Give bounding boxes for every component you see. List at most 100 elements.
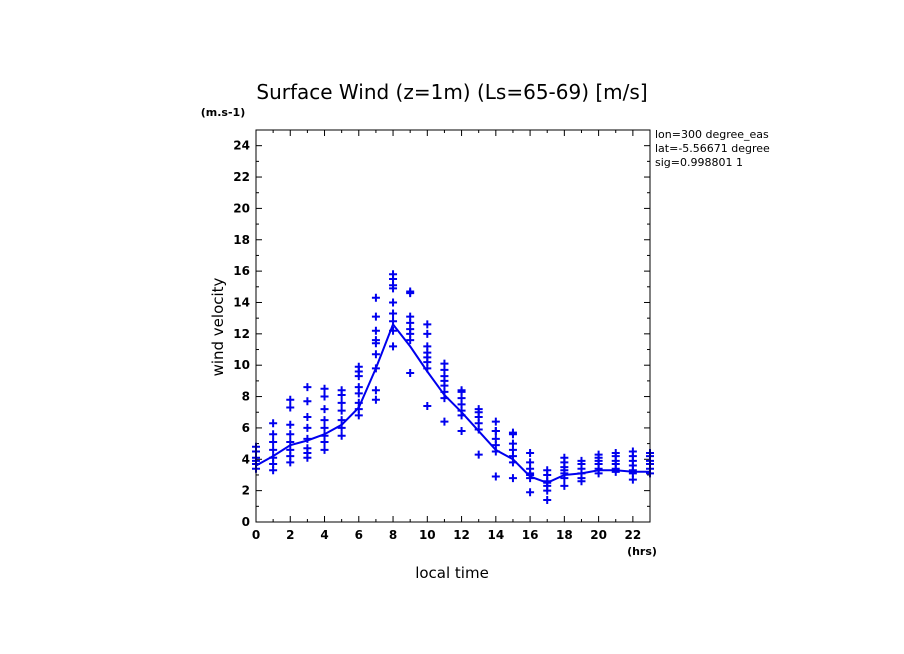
- sample-point: [440, 417, 449, 426]
- sample-point: [320, 392, 329, 401]
- y-tick-label: 24: [233, 139, 250, 153]
- sample-point: [508, 428, 517, 437]
- sample-point: [406, 312, 415, 321]
- sample-point: [286, 420, 295, 429]
- x-tick-label: 12: [453, 528, 470, 542]
- sample-point: [269, 438, 278, 447]
- y-tick-label: 4: [242, 452, 250, 466]
- y-tick-label: 20: [233, 201, 250, 215]
- sample-point: [543, 466, 552, 475]
- sample-point: [354, 398, 363, 407]
- sample-point: [543, 496, 552, 505]
- sample-point: [303, 423, 312, 432]
- sample-point: [286, 430, 295, 439]
- sample-point: [354, 362, 363, 371]
- chart-title: Surface Wind (z=1m) (Ls=65-69) [m/s]: [256, 80, 647, 104]
- sample-point: [526, 449, 535, 458]
- sample-point: [303, 412, 312, 421]
- sample-point: [286, 395, 295, 404]
- x-tick-label: 2: [286, 528, 294, 542]
- sample-point: [269, 430, 278, 439]
- y-tick-label: 2: [242, 484, 250, 498]
- sample-point: [389, 270, 398, 279]
- sample-point: [389, 317, 398, 326]
- y-tick-label: 16: [233, 264, 250, 278]
- sample-point: [371, 336, 380, 345]
- sample-point: [303, 397, 312, 406]
- sample-point: [320, 423, 329, 432]
- sample-point: [457, 427, 466, 436]
- sample-point: [577, 456, 586, 465]
- sample-point: [371, 312, 380, 321]
- sample-point: [560, 481, 569, 490]
- sample-point: [320, 416, 329, 425]
- sample-point: [594, 450, 603, 459]
- sample-point: [457, 386, 466, 395]
- y-tick-label: 22: [233, 170, 250, 184]
- sample-point: [337, 406, 346, 415]
- y-tick-label: 12: [233, 327, 250, 341]
- sample-point: [371, 395, 380, 404]
- y-tick-label: 14: [233, 295, 250, 309]
- sample-point: [371, 293, 380, 302]
- sample-point: [491, 472, 500, 481]
- y-tick-label: 8: [242, 390, 250, 404]
- y-tick-label: 6: [242, 421, 250, 435]
- sample-point: [389, 309, 398, 318]
- annotation-sig: sig=0.998801 1: [655, 156, 743, 169]
- sample-point: [423, 329, 432, 338]
- annotation-lat: lat=-5.56671 degree: [655, 142, 770, 155]
- plot-frame: [255, 129, 651, 523]
- y-tick-label: 0: [242, 515, 250, 529]
- sample-point: [389, 326, 398, 335]
- x-axis-label: local time: [415, 564, 489, 582]
- annotation-lon: lon=300 degree_eas: [655, 128, 769, 141]
- sample-point: [269, 445, 278, 454]
- sample-point: [371, 326, 380, 335]
- sample-point: [320, 384, 329, 393]
- sample-point: [337, 431, 346, 440]
- sample-point: [303, 444, 312, 453]
- y-axis-label: wind velocity: [209, 277, 227, 376]
- sample-point: [611, 449, 620, 458]
- x-tick-label: 18: [556, 528, 573, 542]
- sample-point: [320, 405, 329, 414]
- x-tick-label: 4: [320, 528, 328, 542]
- sample-point: [303, 434, 312, 443]
- sample-point: [286, 445, 295, 454]
- sample-point: [406, 369, 415, 378]
- sample-point: [303, 383, 312, 392]
- y-unit-label: (m.s-1): [201, 106, 245, 119]
- x-tick-label: 20: [590, 528, 607, 542]
- sample-point: [423, 320, 432, 329]
- sample-point: [423, 342, 432, 351]
- x-tick-label: 14: [487, 528, 504, 542]
- sample-point: [526, 488, 535, 497]
- y-tick-label: 10: [233, 358, 250, 372]
- sample-point: [354, 383, 363, 392]
- sample-point: [474, 405, 483, 414]
- sample-point: [389, 298, 398, 307]
- sample-point: [491, 417, 500, 426]
- sample-point: [337, 386, 346, 395]
- sample-point: [406, 287, 415, 296]
- sample-point: [389, 342, 398, 351]
- data-series: [252, 270, 654, 505]
- sample-point: [371, 386, 380, 395]
- sample-point: [337, 416, 346, 425]
- axis-ticks: [255, 129, 651, 523]
- sample-point: [269, 419, 278, 428]
- x-tick-label: 16: [522, 528, 539, 542]
- sample-point: [508, 439, 517, 448]
- x-tick-label: 22: [625, 528, 642, 542]
- sample-point: [269, 453, 278, 462]
- sample-point: [560, 453, 569, 462]
- y-tick-label: 18: [233, 233, 250, 247]
- sample-point: [286, 403, 295, 412]
- x-tick-label: 10: [419, 528, 436, 542]
- sample-point: [628, 447, 637, 456]
- sample-point: [286, 438, 295, 447]
- sample-point: [491, 427, 500, 436]
